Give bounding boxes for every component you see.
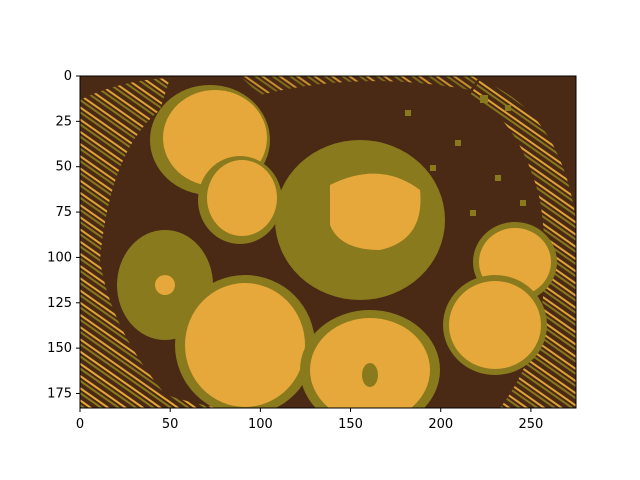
y-tick-label: 50 — [55, 160, 72, 175]
y-tick-label: 25 — [55, 114, 72, 129]
fruit-bottom-center-stem — [362, 363, 378, 387]
x-tick-label: 0 — [76, 417, 84, 432]
x-axis-ticks: 0 50 100 150 200 250 — [76, 408, 543, 432]
y-tick-label: 100 — [47, 250, 72, 265]
y-axis-ticks: 0 25 50 75 100 125 150 175 — [47, 69, 80, 401]
axes-frame — [79, 75, 577, 409]
fruit-right-bottom — [449, 281, 541, 369]
background-speckles — [405, 95, 526, 216]
basket-rim-bottom — [80, 350, 220, 408]
y-tick-label: 75 — [55, 205, 72, 220]
posterized-image — [80, 76, 576, 408]
y-tick-label: 125 — [47, 296, 72, 311]
x-tick-label: 150 — [338, 417, 363, 432]
y-tick-label: 175 — [47, 386, 72, 401]
fruit-top-left-lower — [207, 160, 277, 236]
fruit-left-green-spot — [155, 275, 175, 295]
basket-rim-left — [80, 78, 170, 408]
x-tick-label: 100 — [248, 417, 273, 432]
basket-rim-right — [470, 80, 576, 408]
fruit-center-highlight — [330, 173, 421, 250]
y-tick-label: 0 — [64, 69, 72, 84]
basket-rim-top — [240, 76, 480, 95]
x-tick-label: 50 — [162, 417, 179, 432]
y-tick-label: 150 — [47, 341, 72, 356]
x-tick-label: 250 — [518, 417, 543, 432]
fruit-bottom-left — [185, 283, 305, 407]
x-tick-label: 200 — [428, 417, 453, 432]
